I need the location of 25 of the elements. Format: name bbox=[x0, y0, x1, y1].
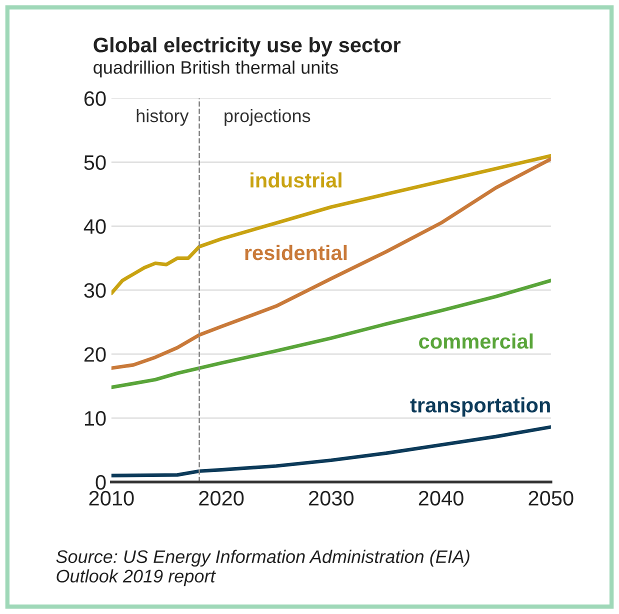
line-series bbox=[111, 425, 551, 478]
y-tick-label: 40 bbox=[84, 219, 106, 234]
series-label: industrial bbox=[250, 172, 342, 188]
annotation: history bbox=[136, 109, 189, 126]
chart-subtitle: quadrillion British thermal units bbox=[94, 60, 338, 78]
x-tick-label: 2040 bbox=[418, 490, 464, 506]
y-tick-label: 20 bbox=[84, 347, 106, 362]
chart-title: Global electricity use by sector bbox=[94, 37, 401, 57]
y-tick-label: 60 bbox=[84, 91, 106, 106]
x-tick-label: 2030 bbox=[309, 490, 354, 506]
x-tick-label: 2020 bbox=[199, 490, 244, 506]
annotation: projections bbox=[224, 109, 310, 126]
line-series bbox=[111, 154, 551, 296]
series-label: transportation bbox=[410, 397, 550, 417]
source-note: Source: US Energy Information Administration (EIA) Outlook 2019 report bbox=[56, 550, 470, 586]
y-tick-label: 0 bbox=[96, 474, 106, 490]
line-series bbox=[111, 278, 551, 390]
x-tick-label: 2050 bbox=[528, 490, 574, 506]
y-tick-label: 30 bbox=[84, 283, 106, 298]
series-label: commercial bbox=[419, 333, 533, 349]
y-tick-label: 10 bbox=[84, 411, 106, 426]
x-tick-label: 2010 bbox=[89, 490, 134, 506]
y-tick-label: 50 bbox=[84, 155, 106, 170]
line-series bbox=[111, 157, 551, 370]
series-label: residential bbox=[245, 244, 347, 260]
